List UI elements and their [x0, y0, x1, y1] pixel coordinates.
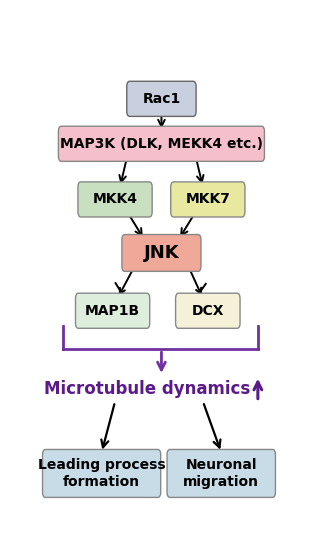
Text: MKK4: MKK4: [93, 192, 138, 206]
FancyBboxPatch shape: [167, 449, 275, 498]
FancyBboxPatch shape: [122, 235, 201, 271]
Text: Rac1: Rac1: [142, 92, 180, 106]
Text: MAP1B: MAP1B: [85, 304, 140, 317]
Text: Neuronal
migration: Neuronal migration: [183, 458, 259, 489]
Text: Microtubule dynamics: Microtubule dynamics: [44, 380, 250, 398]
Text: DCX: DCX: [192, 304, 224, 317]
FancyBboxPatch shape: [43, 449, 161, 498]
Text: JNK: JNK: [144, 244, 179, 262]
Text: MAP3K (DLK, MEKK4 etc.): MAP3K (DLK, MEKK4 etc.): [60, 137, 263, 151]
FancyBboxPatch shape: [171, 182, 245, 217]
FancyBboxPatch shape: [58, 126, 265, 161]
FancyBboxPatch shape: [127, 81, 196, 116]
FancyBboxPatch shape: [76, 293, 150, 328]
Text: MKK7: MKK7: [186, 192, 230, 206]
FancyBboxPatch shape: [175, 293, 240, 328]
FancyBboxPatch shape: [78, 182, 152, 217]
Text: Leading process
formation: Leading process formation: [38, 458, 165, 489]
